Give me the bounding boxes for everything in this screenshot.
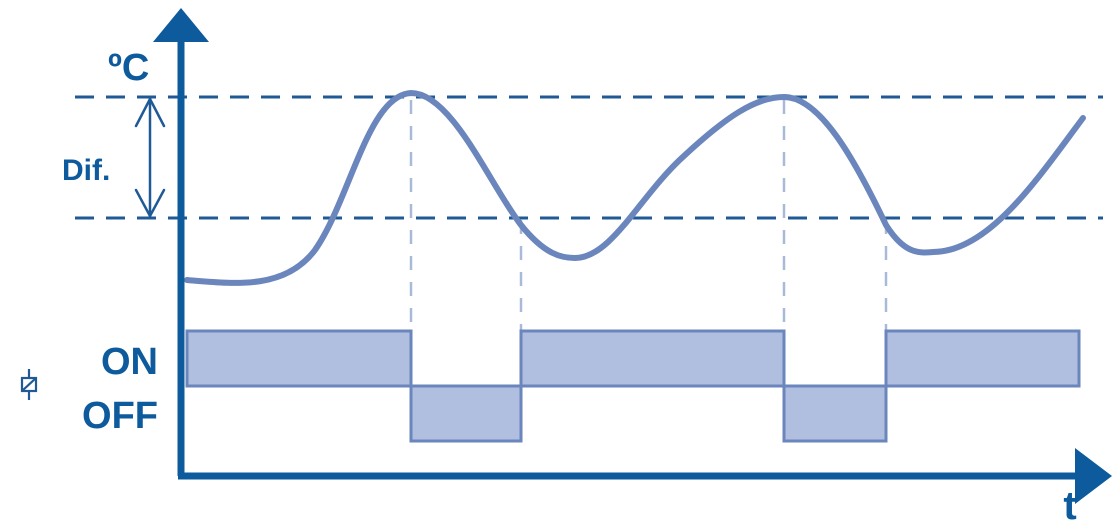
state-off-label: OFF (82, 395, 158, 437)
state-block-on-3 (884, 329, 1081, 388)
temperature-curve (184, 90, 1086, 286)
y-axis-arrowhead (153, 8, 209, 42)
state-block-on-2 (519, 329, 786, 388)
relay-coil-icon (20, 369, 38, 400)
y-axis-unit-label: ºC (108, 47, 149, 89)
x-axis-arrowhead (1075, 448, 1112, 504)
state-block-on-1 (185, 329, 413, 388)
differential-arrow (134, 96, 166, 219)
state-on-label: ON (101, 341, 158, 383)
differential-label: Dif. (62, 154, 110, 187)
state-block-off-2 (782, 384, 888, 443)
state-block-off-1 (409, 384, 523, 443)
axes (153, 8, 1112, 504)
relay-state-waveform (185, 329, 1081, 443)
x-axis-unit-label: t (1063, 484, 1076, 524)
switching-guide-lines (409, 100, 888, 335)
